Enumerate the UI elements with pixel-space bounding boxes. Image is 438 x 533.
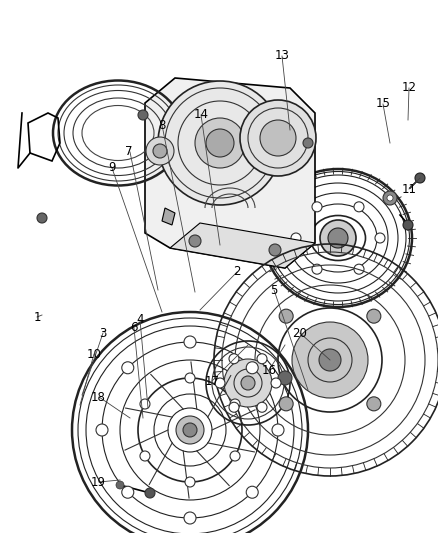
Circle shape (387, 195, 393, 201)
Circle shape (184, 336, 196, 348)
Circle shape (375, 233, 385, 243)
Circle shape (184, 512, 196, 524)
Circle shape (291, 233, 301, 243)
Circle shape (224, 359, 272, 407)
Circle shape (230, 451, 240, 461)
Circle shape (403, 220, 413, 230)
Text: 14: 14 (194, 108, 209, 121)
Circle shape (367, 309, 381, 323)
Circle shape (122, 362, 134, 374)
Circle shape (140, 451, 150, 461)
Circle shape (278, 371, 292, 385)
Circle shape (279, 397, 293, 411)
Text: 7: 7 (125, 146, 133, 158)
Polygon shape (170, 223, 315, 268)
Text: 20: 20 (293, 327, 307, 340)
Circle shape (195, 118, 245, 168)
Text: 8: 8 (159, 119, 166, 132)
Circle shape (138, 110, 148, 120)
Text: 5: 5 (270, 284, 277, 297)
Circle shape (354, 264, 364, 274)
Text: 11: 11 (402, 183, 417, 196)
Circle shape (189, 235, 201, 247)
Polygon shape (162, 208, 175, 225)
Circle shape (303, 138, 313, 148)
Circle shape (176, 416, 204, 444)
Circle shape (37, 213, 47, 223)
Circle shape (354, 202, 364, 212)
Circle shape (96, 424, 108, 436)
Circle shape (312, 264, 322, 274)
Circle shape (292, 322, 368, 398)
Circle shape (229, 402, 239, 412)
Circle shape (415, 173, 425, 183)
Circle shape (246, 486, 258, 498)
Text: 6: 6 (130, 321, 138, 334)
Circle shape (122, 486, 134, 498)
Circle shape (229, 354, 239, 364)
Text: 18: 18 (91, 391, 106, 403)
Circle shape (116, 481, 124, 489)
Circle shape (140, 399, 150, 409)
Circle shape (153, 144, 167, 158)
Circle shape (240, 100, 316, 176)
Circle shape (271, 378, 281, 388)
Circle shape (320, 220, 356, 256)
Text: 10: 10 (87, 348, 102, 361)
Circle shape (319, 349, 341, 371)
Circle shape (185, 373, 195, 383)
Circle shape (272, 424, 284, 436)
Circle shape (145, 488, 155, 498)
Circle shape (241, 376, 255, 390)
Circle shape (269, 244, 281, 256)
Text: 2: 2 (233, 265, 240, 278)
Circle shape (367, 397, 381, 411)
Circle shape (257, 402, 267, 412)
Text: 17: 17 (205, 375, 220, 387)
Text: 12: 12 (402, 82, 417, 94)
Circle shape (328, 228, 348, 248)
Circle shape (158, 81, 282, 205)
Text: 9: 9 (108, 161, 116, 174)
Circle shape (183, 423, 197, 437)
Circle shape (185, 477, 195, 487)
Text: 19: 19 (91, 476, 106, 489)
Polygon shape (145, 78, 315, 268)
Circle shape (260, 120, 296, 156)
Circle shape (383, 191, 397, 205)
Text: 13: 13 (275, 50, 290, 62)
Text: 1: 1 (33, 311, 41, 324)
Text: 15: 15 (376, 98, 391, 110)
Circle shape (246, 362, 258, 374)
Circle shape (257, 354, 267, 364)
Text: 4: 4 (136, 313, 144, 326)
Circle shape (230, 399, 240, 409)
Text: 16: 16 (262, 364, 277, 377)
Circle shape (215, 378, 225, 388)
Circle shape (279, 309, 293, 323)
Circle shape (146, 137, 174, 165)
Text: 3: 3 (99, 327, 106, 340)
Circle shape (312, 202, 322, 212)
Circle shape (206, 129, 234, 157)
